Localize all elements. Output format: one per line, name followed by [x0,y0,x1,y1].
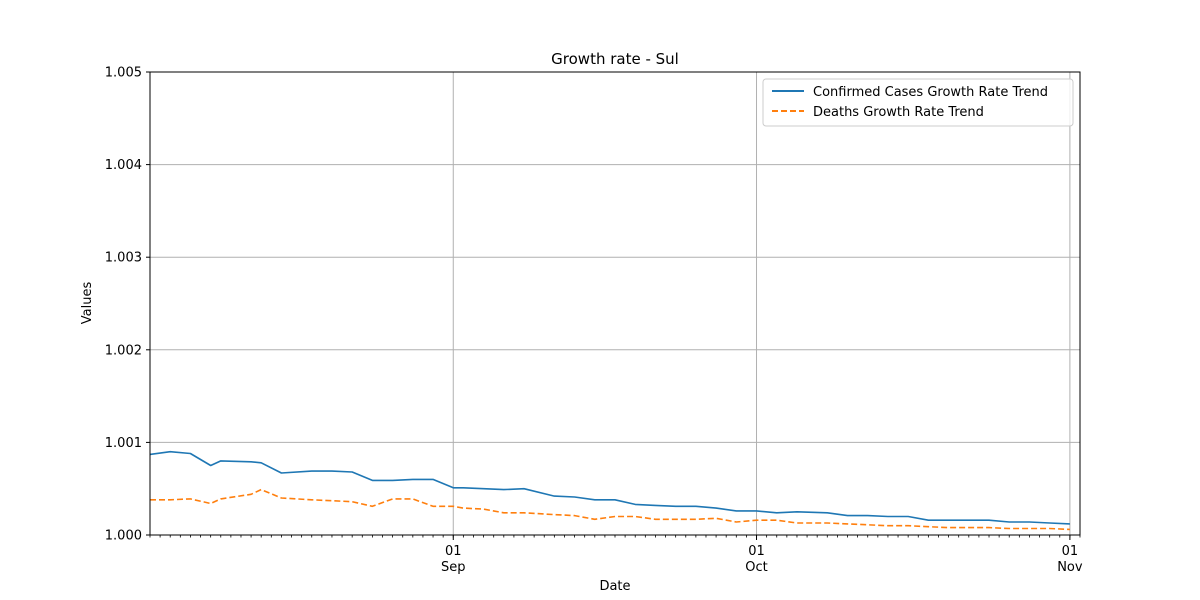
x-tick-month-1: Oct [745,560,767,575]
y-tick-label-2: 1.002 [105,343,142,358]
series-layer [149,450,1070,531]
y-tick-label-5: 1.005 [105,66,142,81]
y-tick-label-1: 1.001 [105,436,142,451]
chart-title: Growth rate - Sul [551,50,679,68]
series-line-deaths [150,488,1070,531]
legend-label-confirmed: Confirmed Cases Growth Rate Trend [813,85,1048,100]
legend-label-deaths: Deaths Growth Rate Trend [813,105,984,120]
y-tick-label-3: 1.003 [105,251,142,266]
x-tick-day-1: 01 [748,544,765,559]
series-line-confirmed [149,450,1070,525]
legend-box [762,78,1074,127]
legend: Confirmed Cases Growth Rate Trend Deaths… [762,78,1074,127]
x-tick-month-0: Sep [441,560,466,575]
y-axis-label: Values [80,282,95,325]
y-tick-label-0: 1.000 [105,529,142,544]
ticks: 1.0001.0011.0021.0031.0041.00501Sep01Oct… [105,66,1083,576]
x-tick-day-0: 01 [445,544,462,559]
x-tick-month-2: Nov [1057,560,1083,575]
x-axis-label: Date [599,579,630,594]
y-tick-label-4: 1.004 [105,158,142,173]
x-tick-day-2: 01 [1062,544,1079,559]
